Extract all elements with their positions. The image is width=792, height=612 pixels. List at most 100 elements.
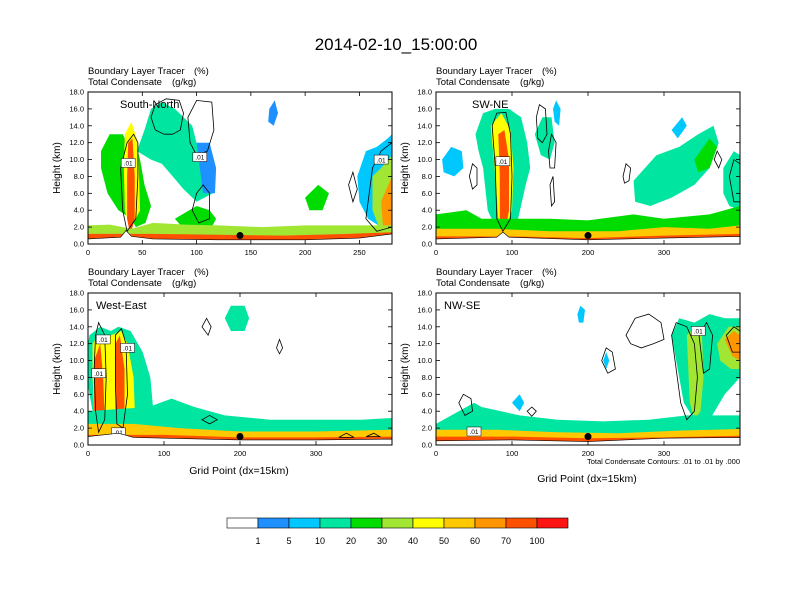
colorbar-label: 70 — [501, 536, 511, 546]
contour-label-box — [120, 158, 136, 168]
colorbar-label: 40 — [408, 536, 418, 546]
condensate-contour — [468, 163, 478, 190]
y-axis-label: Height (km) — [52, 343, 63, 395]
colorbar-label: 60 — [470, 536, 480, 546]
x-tick-label: 100 — [190, 248, 203, 257]
tracer-region — [577, 305, 585, 323]
field-units: (%) — [542, 66, 557, 77]
y-tick-label: 0.0 — [422, 240, 432, 249]
y-tick-label: 18.0 — [69, 289, 84, 298]
y-tick-label: 16.0 — [417, 104, 432, 113]
tracer-region — [694, 138, 718, 173]
colorbar-swatch — [257, 517, 290, 529]
contour-units: (g/kg) — [520, 278, 544, 289]
field-title: Boundary Layer Tracer — [436, 267, 533, 278]
condensate-contour — [491, 111, 513, 233]
x-tick-label: 250 — [353, 248, 366, 257]
y-tick-label: 4.0 — [74, 206, 84, 215]
contour-label-box — [690, 326, 706, 336]
condensate-contour — [713, 150, 723, 169]
y-tick-label: 14.0 — [69, 322, 84, 331]
tracer-region — [136, 102, 213, 202]
condensate-contour — [93, 321, 107, 434]
colorbar: 1 5 10 20 30 40 50 60 70 100 — [226, 517, 569, 546]
condensate-contour — [526, 406, 537, 417]
y-tick-label: 0.0 — [74, 441, 84, 450]
contour-title: Total Condensate — [436, 77, 510, 88]
condensate-contour — [150, 98, 184, 135]
plot-area: .01 .01 .01 0.0 2.0 4.0 6.0 8.0 10.0 12.0 14.0 16.0… — [69, 88, 393, 257]
contour-label-box — [192, 152, 208, 162]
condensate-contour — [535, 104, 548, 144]
colorbar-swatch — [505, 517, 538, 529]
field-title: Boundary Layer Tracer — [88, 267, 185, 278]
contour-label: .01 — [469, 429, 478, 436]
colorbar-label: 10 — [315, 536, 325, 546]
colorbar-swatch — [443, 517, 476, 529]
field-units: (%) — [194, 267, 209, 278]
y-tick-label: 18.0 — [417, 88, 432, 97]
y-tick-label: 8.0 — [74, 172, 84, 181]
colorbar-swatch — [319, 517, 352, 529]
condensate-contour — [348, 170, 358, 204]
y-tick-label: 14.0 — [417, 121, 432, 130]
contour-title: Total Condensate — [436, 278, 510, 289]
y-axis-label: Height (km) — [52, 142, 63, 194]
y-tick-label: 4.0 — [422, 206, 432, 215]
condensate-contour — [458, 393, 473, 416]
panel-south-north: Boundary Layer Tracer (%) Total Condensa… — [52, 66, 393, 257]
x-tick-label: 0 — [86, 449, 90, 458]
colorbar-swatch — [226, 517, 259, 529]
condensate-contour — [622, 163, 632, 184]
condensate-contour — [625, 313, 665, 349]
plot-area: .01 .01 0.0 2.0 4.0 6.0 8.0 10.0 12.0 14.0 16.0 18.… — [417, 289, 741, 458]
y-tick-label: 2.0 — [74, 223, 84, 232]
field-units: (%) — [194, 66, 209, 77]
x-tick-label: 100 — [158, 449, 171, 458]
condensate-contour — [187, 99, 215, 156]
x-tick-label: 100 — [506, 248, 519, 257]
contour-label-box — [495, 156, 511, 166]
panel-nw-se: Boundary Layer Tracer (%) Total Condensa… — [400, 267, 741, 485]
field-units: (%) — [542, 267, 557, 278]
panel-label: West-East — [96, 300, 147, 312]
condensate-contour — [601, 347, 616, 374]
x-tick-label: 300 — [310, 449, 323, 458]
y-tick-label: 0.0 — [422, 441, 432, 450]
contour-units: (g/kg) — [172, 278, 196, 289]
colorbar-label: 100 — [529, 536, 544, 546]
y-tick-label: 4.0 — [74, 407, 84, 416]
y-tick-label: 12.0 — [69, 339, 84, 348]
y-tick-label: 18.0 — [69, 88, 84, 97]
condensate-contour — [698, 321, 714, 374]
condensate-contour — [201, 414, 219, 425]
colorbar-swatch — [474, 517, 507, 529]
y-tick-label: 18.0 — [417, 289, 432, 298]
y-tick-label: 8.0 — [74, 373, 84, 382]
condensate-contour — [338, 432, 355, 438]
contour-label: .01 — [124, 161, 133, 168]
contour-label: .01 — [99, 337, 108, 344]
colorbar-label: 30 — [377, 536, 387, 546]
condensate-contour — [549, 176, 556, 208]
y-tick-label: 10.0 — [417, 155, 432, 164]
x-tick-label: 0 — [434, 449, 438, 458]
condensate-contour — [276, 338, 284, 355]
contour-label: .01 — [377, 157, 386, 164]
contour-label: .01 — [195, 155, 204, 162]
x-tick-label: 0 — [434, 248, 438, 257]
panel-sw-ne: Boundary Layer Tracer (%) Total Condensa… — [400, 66, 741, 257]
y-tick-label: 2.0 — [74, 424, 84, 433]
y-tick-label: 8.0 — [422, 172, 432, 181]
contour-label-box — [91, 368, 106, 378]
y-tick-label: 2.0 — [422, 223, 432, 232]
colorbar-label: 5 — [286, 536, 291, 546]
y-tick-label: 6.0 — [422, 390, 432, 399]
tracer-region — [512, 394, 525, 412]
tracer-region — [224, 305, 250, 331]
x-tick-label: 200 — [234, 449, 247, 458]
tracer-region — [305, 184, 329, 211]
x-tick-label: 200 — [299, 248, 312, 257]
colorbar-label: 1 — [255, 536, 260, 546]
panel-label: SW-NE — [472, 99, 508, 111]
